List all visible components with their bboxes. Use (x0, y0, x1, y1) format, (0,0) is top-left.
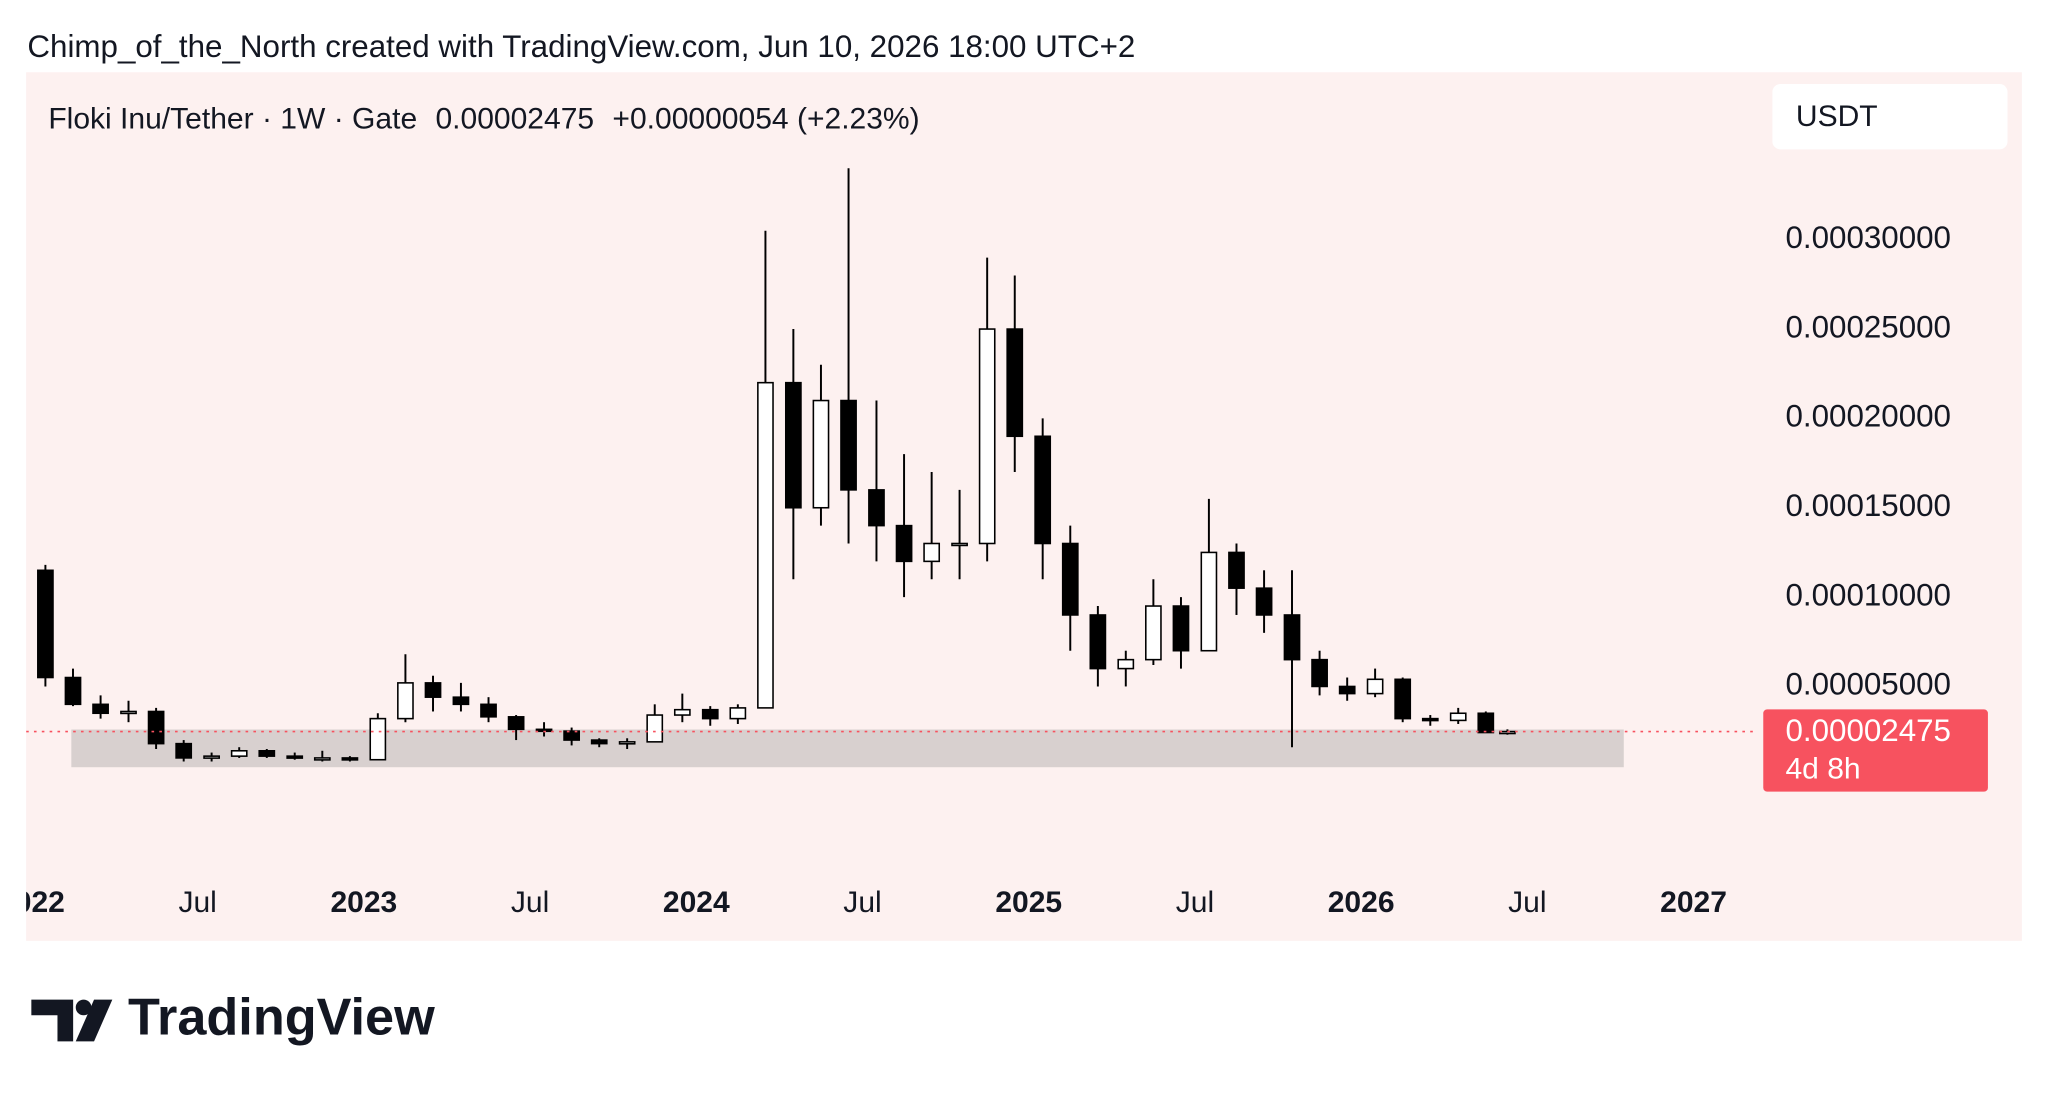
candle-body (1366, 678, 1384, 695)
candle-body (1089, 614, 1107, 670)
symbol-name: Floki Inu/Tether · 1W · Gate (48, 103, 417, 136)
candle-body (313, 757, 331, 761)
x-tick-label: 2023 (330, 886, 397, 919)
candle-body (1311, 658, 1328, 688)
candle-body (1477, 712, 1495, 734)
candle-body (978, 328, 996, 545)
candle-body (673, 708, 691, 716)
candle-body (175, 742, 193, 759)
candle-body (1338, 685, 1356, 695)
candle-body (895, 524, 913, 563)
candle-body (757, 381, 774, 709)
candle-body (646, 714, 664, 743)
candle-body (37, 569, 54, 679)
candle-body (1034, 435, 1052, 545)
y-tick-label: 0.00020000 (1785, 399, 1951, 434)
candle-body (286, 755, 304, 759)
plot: 2022 Jul 2023 Jul 2024 Jul 2025 Jul 2026 Jul 2027 (0, 168, 1757, 919)
candle-body (840, 399, 857, 491)
x-tick-label: 2027 (1660, 886, 1727, 919)
candle-body (1172, 605, 1190, 652)
candle-body (1228, 551, 1245, 589)
candle-body (1006, 328, 1024, 438)
candle-body (784, 381, 802, 509)
candle-body (1421, 717, 1439, 722)
candle-body (424, 682, 442, 698)
last-price: 0.00002475 (435, 103, 594, 136)
y-tick-label: 0.00025000 (1785, 309, 1951, 344)
candle-body (64, 676, 82, 706)
x-tick-label: Jul (1508, 886, 1546, 919)
logo-icon (75, 999, 113, 1042)
x-tick-label: 2025 (995, 886, 1062, 919)
candle-body (1200, 551, 1218, 652)
support-zone (71, 729, 1624, 768)
candle-body (203, 755, 220, 759)
candle-body (868, 489, 885, 527)
candle-body (369, 717, 387, 761)
currency[interactable]: USDT (1796, 100, 1878, 133)
candle-body (1283, 614, 1301, 661)
candle-body (120, 710, 137, 715)
price-label: 0.00002475 (1785, 713, 1951, 748)
candle-body (230, 749, 248, 757)
candle-body (1255, 587, 1273, 616)
logo-icon (75, 999, 92, 1016)
candle-body (147, 710, 165, 745)
chart-area (26, 72, 2022, 941)
candle-body (258, 749, 276, 757)
x-tick-label: Jul (843, 886, 881, 919)
candle-body (951, 542, 968, 547)
x-tick-label: 2022 (0, 886, 65, 919)
candle-body (618, 741, 636, 745)
candle-body (1061, 542, 1079, 616)
logo-icon (31, 999, 74, 1042)
brand: TradingView (128, 988, 435, 1046)
x-tick-label: Jul (1176, 886, 1214, 919)
candle-body (397, 682, 414, 720)
candle-body (701, 708, 719, 720)
candle-body (812, 399, 830, 509)
candle-body (1394, 678, 1412, 720)
brand-logo: TradingView (31, 988, 435, 1046)
candle-body (507, 716, 525, 731)
candle-body (480, 703, 497, 718)
y-tick-label: 0.00015000 (1785, 488, 1951, 523)
x-tick-label: 2026 (1328, 886, 1395, 919)
candle-body (341, 757, 359, 761)
candle-body (1449, 712, 1467, 722)
x-tick-label: Jul (511, 886, 549, 919)
y-tick-label: 0.00010000 (1785, 577, 1951, 612)
x-tick-label: 2024 (663, 886, 730, 919)
candle-body (1145, 605, 1162, 661)
candle-body (452, 696, 470, 706)
candle-body (1117, 658, 1135, 670)
symbol: Floki Inu/Tether · 1W · Gate 0.00002475 +0… (48, 103, 919, 136)
caption: Chimp_of_the_North created with TradingV… (27, 29, 1135, 64)
countdown: 4d 8h (1785, 753, 1860, 786)
candle-body (590, 739, 608, 745)
price-label-box (1763, 709, 1988, 792)
candle-body (729, 707, 747, 720)
candle-body (92, 703, 109, 715)
change: +0.00000054 (+2.23%) (612, 103, 919, 136)
y-tick-label: 0.00030000 (1785, 220, 1951, 255)
currency-box[interactable] (1772, 84, 2008, 150)
y-tick-label: 0.00005000 (1785, 667, 1951, 702)
candle-body (923, 542, 941, 563)
x-tick-label: Jul (178, 886, 216, 919)
candle-body (563, 730, 581, 741)
